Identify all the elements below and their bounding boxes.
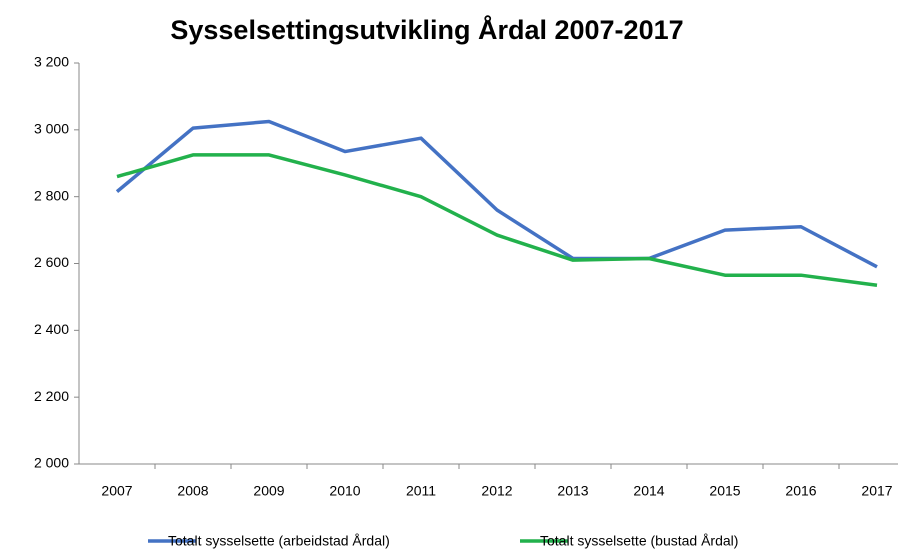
x-tick-label: 2010 (329, 483, 360, 499)
chart-title: Sysselsettingsutvikling Årdal 2007-2017 (170, 14, 683, 45)
y-tick-label: 3 000 (34, 121, 69, 137)
series-line (116, 153, 878, 287)
y-tick-label: 2 400 (34, 321, 69, 337)
y-tick-label: 3 200 (34, 54, 69, 70)
x-tick-label: 2007 (101, 483, 132, 499)
legend-label: Totalt sysselsette (bustad Årdal) (540, 533, 738, 549)
x-tick-label: 2017 (861, 483, 892, 499)
x-tick-label: 2011 (406, 483, 436, 499)
x-tick-label: 2014 (633, 483, 664, 499)
x-tick-label: 2009 (253, 483, 284, 499)
y-tick-label: 2 200 (34, 388, 69, 404)
x-tick-label: 2016 (785, 483, 816, 499)
legend-label: Totalt sysselsette (arbeidstad Årdal) (168, 533, 390, 549)
y-tick-label: 2 800 (34, 187, 69, 203)
x-tick-label: 2012 (481, 483, 512, 499)
x-tick-label: 2013 (557, 483, 588, 499)
y-tick-label: 2 600 (34, 254, 69, 270)
x-tick-label: 2008 (177, 483, 208, 499)
y-tick-label: 2 000 (34, 455, 69, 471)
x-tick-label: 2015 (709, 483, 740, 499)
series-line (115, 119, 878, 269)
